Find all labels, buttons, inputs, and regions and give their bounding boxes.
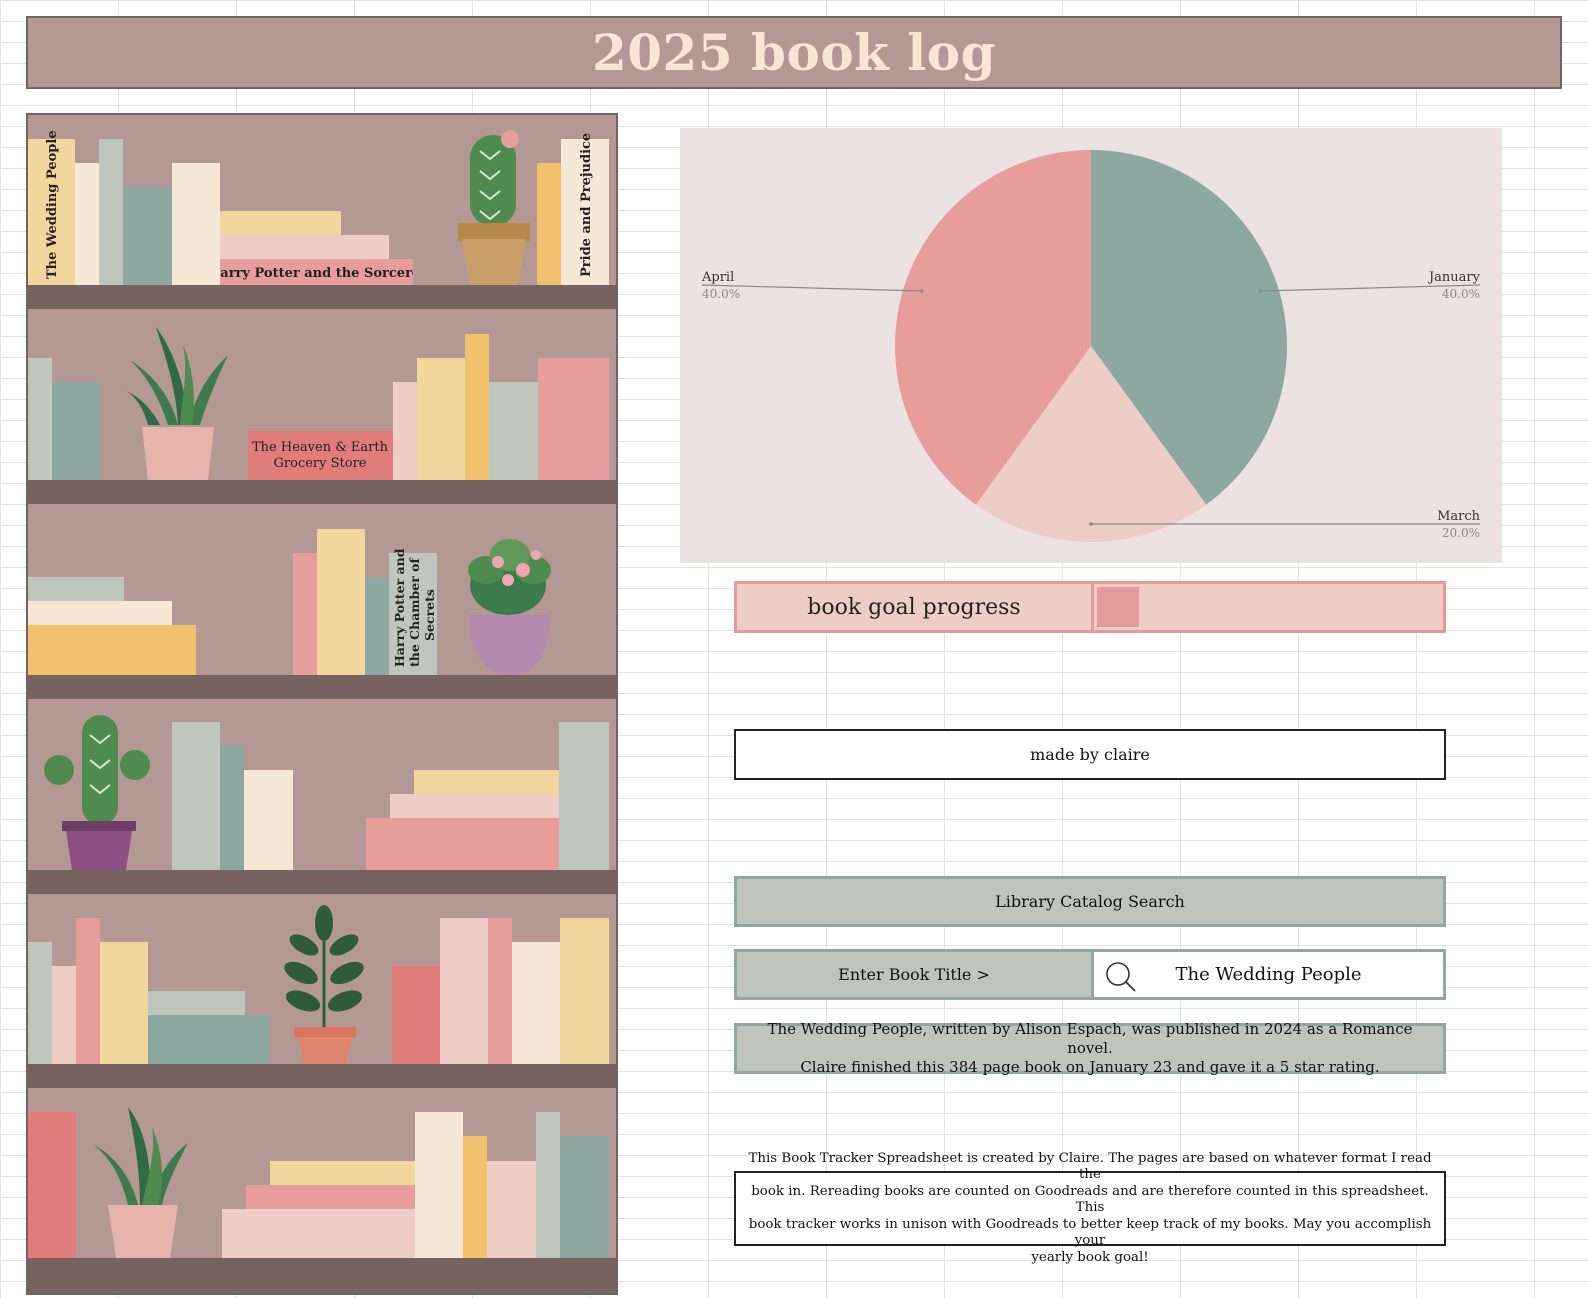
african-violet-plant-icon — [468, 539, 551, 675]
book-spine-the-wedding-people: The Wedding People — [45, 130, 60, 279]
pie-leader-dot — [1089, 522, 1093, 526]
book-spine-chamber-line1: Harry Potter and — [392, 548, 407, 667]
leafy-plant-icon — [284, 905, 364, 1064]
cactus-plant-icon — [458, 130, 530, 285]
pie-percent-january: 40.0% — [1442, 287, 1480, 301]
made-by-label: made by claire — [734, 729, 1446, 780]
about-line-3: book tracker works in unison with Goodre… — [748, 1216, 1432, 1249]
shelf-row-5 — [28, 905, 616, 1088]
book-title-search-row: Enter Book Title > The Wedding People — [734, 949, 1446, 1000]
about-note: This Book Tracker Spreadsheet is created… — [734, 1151, 1446, 1265]
goal-progress-track — [1094, 584, 1443, 630]
book-title-value: The Wedding People — [1175, 964, 1362, 985]
search-icon — [1106, 962, 1136, 992]
about-line-2: book in. Rereading books are counted on … — [751, 1183, 1429, 1216]
goal-label: book goal progress — [737, 584, 1094, 630]
book-spine-chamber-line2: the Chamber of — [407, 557, 422, 667]
pie-label-january: January — [1427, 270, 1481, 285]
goal-progress-fill — [1097, 587, 1139, 627]
pie-label-march: March — [1437, 509, 1481, 524]
book-title-input[interactable]: The Wedding People — [1094, 952, 1443, 997]
pie-slice-january[interactable] — [1091, 150, 1287, 505]
book-spine-pride-and-prejudice: Pride and Prejudice — [579, 133, 594, 277]
book-spine-heaven-earth-line1: The Heaven & Earth — [252, 440, 389, 455]
title-banner: 2025 book log — [26, 16, 1562, 89]
pie-percent-april: 40.0% — [702, 287, 740, 301]
shelf-row-2: The Heaven & Earth Grocery Store — [28, 327, 616, 504]
pie-slice-april[interactable] — [895, 150, 1091, 505]
pie-leader-dot — [919, 289, 924, 293]
book-search-result: The Wedding People, written by Alison Es… — [734, 1020, 1446, 1076]
pie-percent-march: 20.0% — [1442, 526, 1480, 540]
cactus-plant-icon — [44, 715, 150, 870]
about-line-1: This Book Tracker Spreadsheet is created… — [748, 1150, 1432, 1183]
book-spine-heaven-earth-line2: Grocery Store — [274, 456, 367, 471]
snake-plant-icon — [126, 327, 228, 480]
snake-plant-icon — [94, 1107, 188, 1258]
pie-leader-dot — [1258, 289, 1263, 293]
shelf-row-1: The Wedding People Harry Potter and the … — [28, 130, 616, 309]
library-catalog-search-header: Library Catalog Search — [734, 876, 1446, 927]
pie-label-april: April — [701, 270, 734, 285]
pie-slice-march[interactable] — [975, 346, 1207, 542]
result-line-2: Claire finished this 384 page book on Ja… — [800, 1058, 1380, 1076]
about-line-4: yearly book goal! — [1031, 1249, 1149, 1265]
book-spine-harry-potter-sorcerers-stone: Harry Potter and the Sorcerer's Stone — [208, 266, 485, 281]
shelf-row-3: Harry Potter and the Chamber of Secrets — [28, 529, 616, 699]
pie-leader-line — [1260, 284, 1481, 292]
book-goal-progress: book goal progress — [734, 581, 1446, 633]
bookshelf-illustration: The Wedding People Harry Potter and the … — [26, 113, 618, 1295]
shelf-row-6 — [28, 1107, 616, 1293]
pie-leader-line — [701, 284, 922, 292]
enter-book-title-label: Enter Book Title > — [737, 952, 1094, 997]
shelf-row-4 — [28, 715, 616, 894]
book-spine-chamber-line3: Secrets — [422, 589, 437, 641]
monthly-books-pie-chart: January 40.0% March 20.0% April 40.0% — [680, 128, 1502, 563]
result-line-1: The Wedding People, written by Alison Es… — [767, 1020, 1413, 1057]
page-title: 2025 book log — [591, 23, 997, 82]
